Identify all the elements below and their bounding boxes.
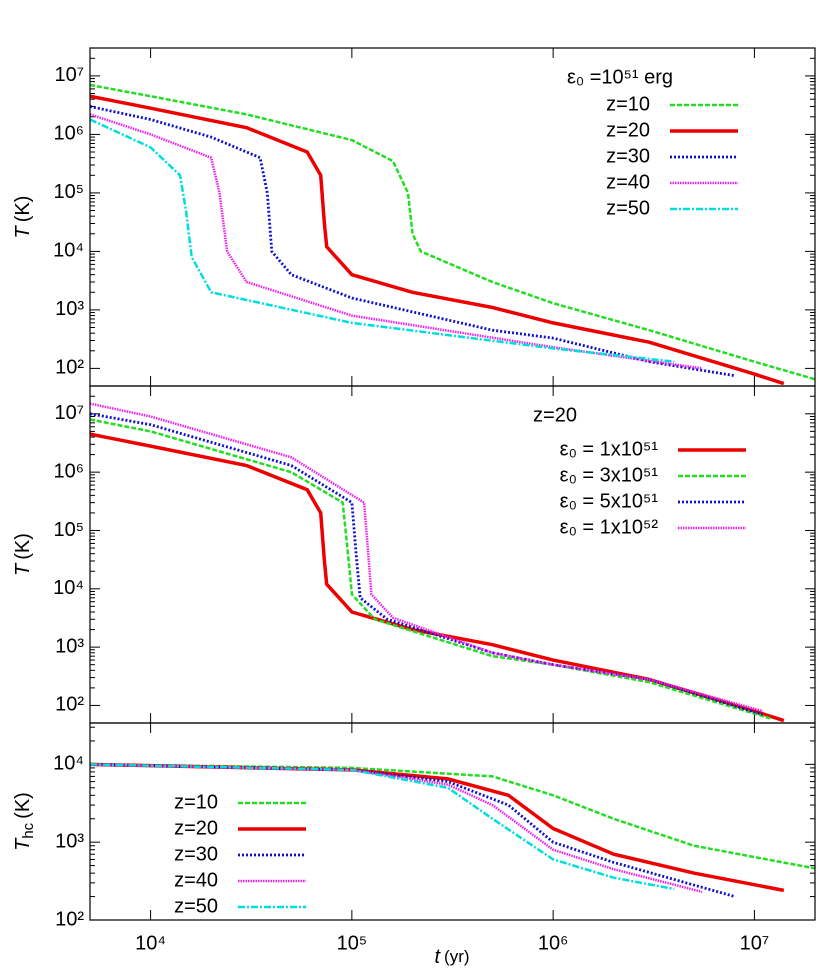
y-tick-label: 10⁷ — [55, 64, 84, 86]
legend-label: z=20 — [606, 119, 650, 141]
y-label-symbol: T — [12, 562, 34, 576]
legend-label: z=30 — [174, 843, 218, 865]
y-axis-label: Thc (K) — [12, 792, 37, 851]
legend-label: z=50 — [174, 895, 218, 917]
y-label-subscript: hc — [20, 822, 37, 838]
series-group — [90, 762, 815, 898]
y-tick-label: 10³ — [55, 635, 84, 657]
legend-label: z=30 — [606, 145, 650, 167]
series-group — [90, 83, 815, 386]
series-line — [90, 83, 815, 381]
panel: 10² 10³ 10⁴ 10⁵ 10⁶ 10⁷ T(K) ε₀ =10⁵¹ erg z=10 z=… — [12, 47, 816, 387]
x-label-symbol: t — [434, 946, 441, 968]
y-axis-label: T(K) — [12, 196, 34, 239]
legend-label: ε₀ = 1x10⁵¹ — [560, 438, 659, 460]
x-tick-label: 10⁵ — [337, 932, 368, 954]
legend-label: z=10 — [174, 791, 218, 813]
legend-label: z=10 — [606, 93, 650, 115]
series-line — [90, 94, 785, 386]
x-tick-label: 10⁴ — [135, 932, 166, 954]
y-tick-label: 10² — [55, 908, 84, 930]
y-tick-label: 10⁴ — [53, 240, 84, 262]
x-axis-label: t (yr) — [434, 946, 469, 968]
legend-label: ε₀ = 5x10⁵¹ — [560, 490, 659, 512]
series-line — [90, 113, 703, 370]
y-tick-label: 10³ — [55, 830, 84, 852]
series-line — [90, 763, 703, 894]
y-tick-label: 10² — [55, 357, 84, 379]
series-line — [90, 412, 764, 716]
y-label-symbol: T — [12, 837, 34, 851]
legend-label: ε₀ = 3x10⁵¹ — [560, 464, 659, 486]
series-line — [90, 763, 815, 870]
x-tick-label: 10⁷ — [740, 932, 769, 954]
y-tick-label: 10² — [55, 694, 84, 716]
series-line — [90, 105, 736, 378]
plot-frame — [89, 722, 816, 921]
y-label-unit: (K) — [12, 196, 34, 223]
legend-label: ε₀ = 1x10⁵² — [560, 516, 659, 538]
y-tick-label: 10⁶ — [54, 460, 84, 482]
legend-label: z=50 — [606, 197, 650, 219]
y-tick-label: 10⁵ — [53, 519, 84, 541]
y-label-unit: (K) — [12, 533, 34, 560]
series-line — [90, 763, 675, 891]
series-group — [90, 402, 785, 723]
series-line — [90, 118, 675, 363]
legend-title: z=20 — [533, 404, 577, 426]
legend-label: z=20 — [174, 817, 218, 839]
series-line — [90, 402, 764, 713]
y-label-symbol: T — [12, 224, 34, 238]
plot-frame — [89, 47, 816, 387]
y-label-unit: (K) — [12, 792, 34, 819]
y-tick-label: 10⁵ — [53, 181, 84, 203]
panel: 10² 10³ 10⁴ 10⁵ 10⁶ 10⁷ T (K) z=20 ε₀ = 1x10⁵¹ ε₀ … — [12, 385, 816, 724]
y-tick-label: 10³ — [55, 298, 84, 320]
y-tick-label: 10⁶ — [54, 123, 84, 145]
x-label-unit: (yr) — [444, 947, 469, 966]
panel: 10² 10³ 10⁴ 10⁴ 10⁵ 10⁶ 10⁷ Thc (K) t (yr) z=10 z=20… — [12, 722, 816, 968]
y-tick-label: 10⁴ — [53, 753, 84, 775]
legend-label: z=40 — [174, 869, 218, 891]
series-line — [90, 418, 771, 720]
legend-title: ε₀ =10⁵¹ erg — [567, 66, 673, 88]
y-axis-label: T (K) — [12, 533, 34, 576]
x-tick-label: 10⁶ — [538, 932, 568, 954]
plot-frame — [89, 385, 816, 724]
y-tick-label: 10⁷ — [55, 402, 84, 424]
legend-label: z=40 — [606, 171, 650, 193]
y-tick-label: 10⁴ — [53, 577, 84, 599]
